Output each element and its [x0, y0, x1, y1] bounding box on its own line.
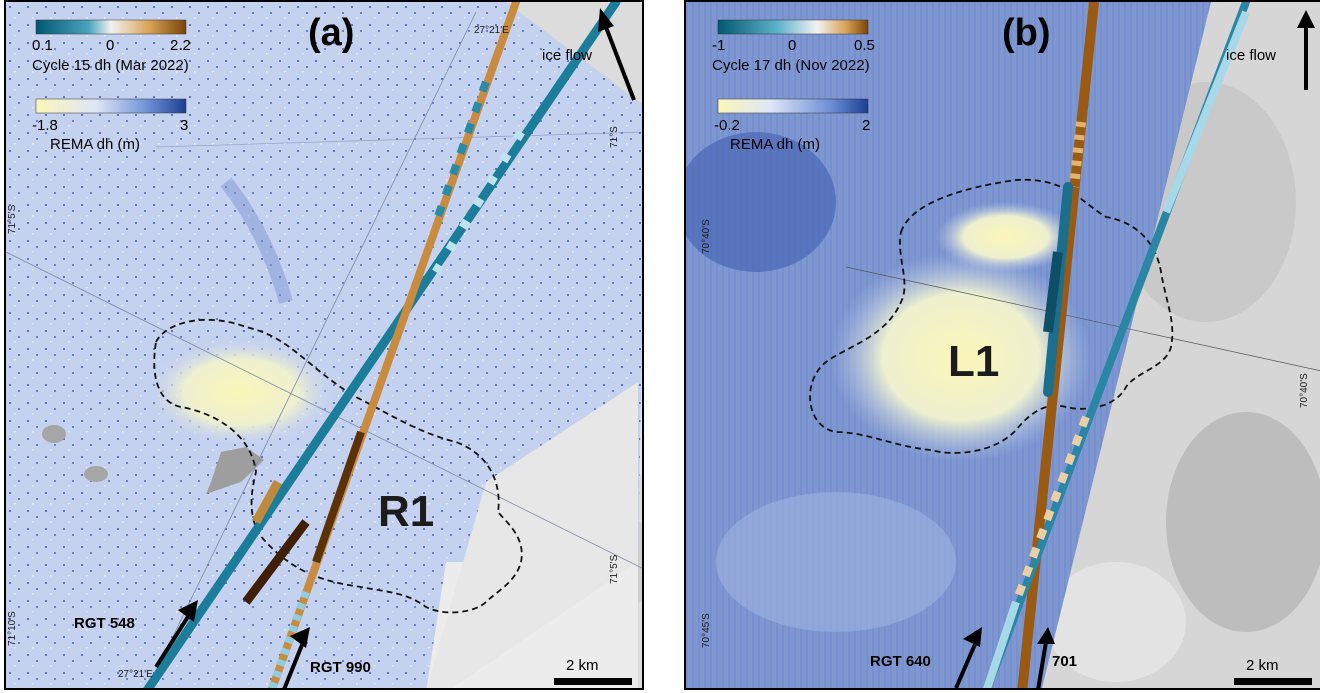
- track-label-rgt640: RGT 640: [870, 653, 931, 670]
- coord-left-bottom-b: 70°45'S: [701, 613, 712, 648]
- map-a-graphic: [6, 2, 642, 688]
- panel-label-a: (a): [308, 12, 355, 54]
- coord-left-top-a: 71°5'S: [7, 204, 18, 234]
- panel-label-b: (b): [1002, 12, 1051, 54]
- scale-bar-b: [1234, 678, 1312, 685]
- map-panel-a: (a) 0.1 0 2.2 Cycle 15 dh (Mar 2022) -1.…: [4, 0, 644, 690]
- track-label-701: 701: [1052, 653, 1078, 670]
- colorbar-rema-max-a: 3: [180, 117, 189, 134]
- scale-bar-a: [554, 678, 632, 685]
- colorbar-dh-mid-a: 0: [106, 37, 115, 54]
- map-b-graphic: [686, 2, 1320, 688]
- coord-left-top-b: 70°40'S: [701, 219, 712, 254]
- track-label-rgt990: RGT 990: [310, 659, 371, 676]
- map-panel-b: (b) -1 0 0.5 Cycle 17 dh (Nov 2022) -0.2…: [684, 0, 1320, 690]
- scale-label-a: 2 km: [566, 657, 599, 674]
- colorbar-dh-title-a: Cycle 15 dh (Mar 2022): [32, 57, 189, 74]
- colorbar-rema-min-b: -0.2: [714, 117, 740, 134]
- coord-right-bottom-a: 71°5'S: [609, 554, 620, 584]
- colorbar-dh-max-a: 2.2: [170, 37, 191, 54]
- track-label-rgt548: RGT 548: [74, 615, 135, 632]
- colorbar-dh-min-b: -1: [712, 37, 726, 54]
- coord-right-top-a: 71°S: [609, 126, 620, 148]
- colorbar-dh-min-a: 0.1: [32, 37, 53, 54]
- coord-bottom-a: 27°21'E: [118, 669, 153, 680]
- scale-label-b: 2 km: [1246, 657, 1279, 674]
- ice-flow-arrow-a: [602, 21, 636, 101]
- coord-top-a: 27°21'E: [474, 25, 509, 36]
- colorbar-rema-title-b: REMA dh (m): [730, 136, 821, 153]
- ice-flow-label-a: ice flow: [542, 47, 593, 64]
- colorbar-dh-title-b: Cycle 17 dh (Nov 2022): [712, 57, 870, 74]
- ice-flow-label-b: ice flow: [1226, 47, 1277, 64]
- coord-right-b: 70°40'S: [1299, 373, 1310, 408]
- colorbar-dh-max-b: 0.5: [854, 37, 875, 54]
- region-label-r1: R1: [378, 487, 435, 536]
- colorbar-rema-min-a: -1.8: [32, 117, 58, 134]
- colorbar-rema-title-a: REMA dh (m): [50, 136, 141, 153]
- colorbar-dh-mid-b: 0: [788, 37, 797, 54]
- region-label-l1: L1: [948, 337, 1000, 386]
- colorbar-rema-max-b: 2: [862, 117, 871, 134]
- coord-left-bottom-a: 71°10'S: [7, 611, 18, 646]
